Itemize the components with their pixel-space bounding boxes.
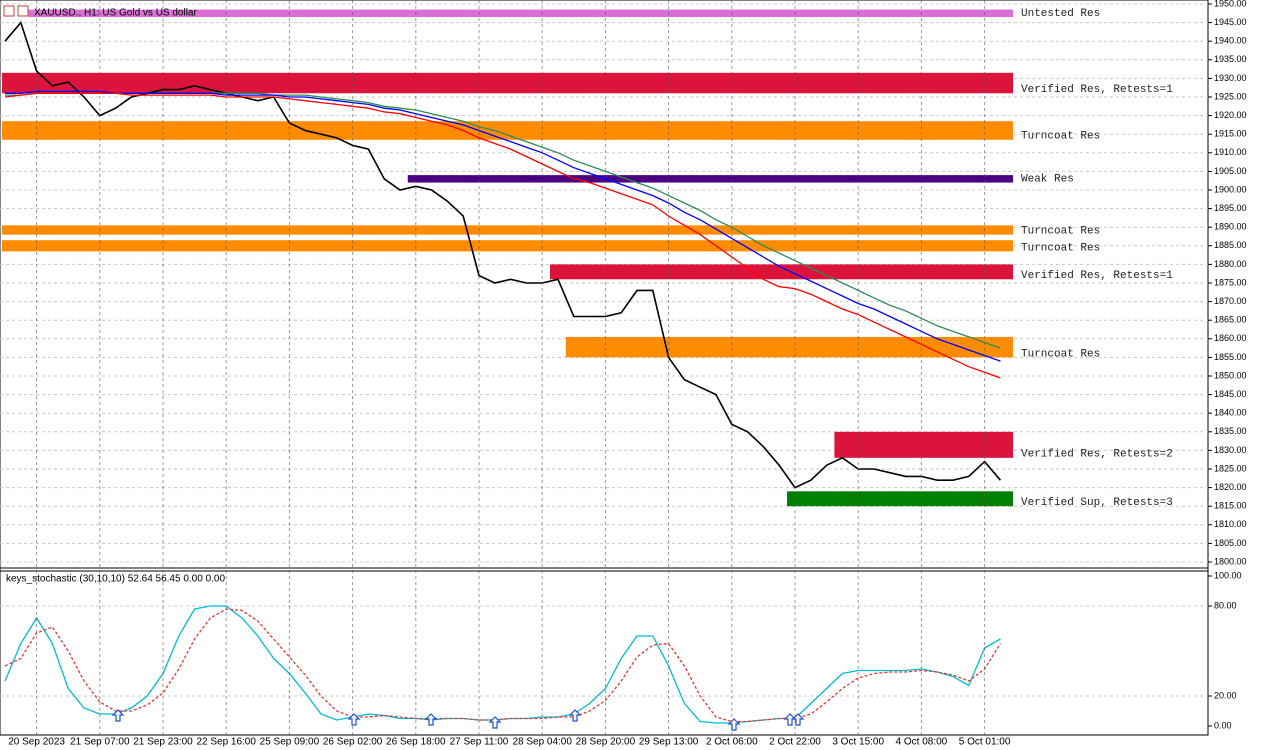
indicator-title: keys_stochastic (30,10,10) 52.64 56.45 0… xyxy=(6,574,225,585)
signal-arrow xyxy=(791,713,805,726)
x-tick-label: 26 Sep 18:00 xyxy=(386,737,446,748)
y-tick-label: 1920.00 xyxy=(1214,110,1247,120)
y-tick-label: 1940.00 xyxy=(1214,36,1247,46)
x-tick-label: 26 Sep 02:00 xyxy=(323,737,383,748)
x-tick-label: 20 Sep 2023 xyxy=(8,737,65,748)
symbol-icon xyxy=(3,5,15,17)
chart-frame xyxy=(0,0,1209,736)
zone xyxy=(787,491,1013,507)
y-tick-label: 100.00 xyxy=(1214,570,1242,580)
series-line xyxy=(4,608,1001,723)
x-tick-label: 2 Oct 06:00 xyxy=(706,737,758,748)
signal-arrow xyxy=(424,713,438,726)
y-tick-label: 1800.00 xyxy=(1214,556,1247,566)
x-tick-label: 25 Sep 09:00 xyxy=(260,737,320,748)
chart-title: XAUUSD., H1: US Gold vs US dollar xyxy=(34,8,197,19)
x-tick-label: 3 Oct 15:00 xyxy=(832,737,884,748)
y-tick-label: 1820.00 xyxy=(1214,482,1247,492)
y-tick-label: 1950.00 xyxy=(1214,0,1247,8)
zone xyxy=(565,336,1013,358)
signal-arrow xyxy=(568,709,582,722)
y-tick-label: 1850.00 xyxy=(1214,370,1247,380)
series-line xyxy=(4,20,1002,489)
y-tick-label: 1870.00 xyxy=(1214,296,1247,306)
zone-label: Turncoat Res xyxy=(1021,226,1100,238)
series-line xyxy=(4,605,1001,724)
zone-label: Verified Res, Retests=1 xyxy=(1021,84,1173,96)
zone xyxy=(407,175,1013,183)
signal-arrow xyxy=(347,713,361,726)
zone-label: Turncoat Res xyxy=(1021,131,1100,143)
y-tick-label: 1935.00 xyxy=(1214,54,1247,64)
x-tick-label: 21 Sep 23:00 xyxy=(133,737,193,748)
zone xyxy=(2,225,1013,235)
y-tick-label: 1875.00 xyxy=(1214,277,1247,287)
y-tick-label: 1945.00 xyxy=(1214,17,1247,27)
x-tick-label: 21 Sep 07:00 xyxy=(70,737,130,748)
y-tick-label: 1915.00 xyxy=(1214,129,1247,139)
y-tick-label: 1810.00 xyxy=(1214,519,1247,529)
y-tick-label: 1900.00 xyxy=(1214,184,1247,194)
zone-label: Verified Res, Retests=1 xyxy=(1021,270,1173,282)
zone xyxy=(28,9,1014,18)
zone xyxy=(2,240,1013,252)
y-tick-label: 1805.00 xyxy=(1214,538,1247,548)
zone-label: Verified Sup, Retests=3 xyxy=(1021,497,1173,509)
signal-arrow xyxy=(111,709,125,722)
zone-label: Weak Res xyxy=(1021,173,1074,185)
x-tick-label: 29 Sep 13:00 xyxy=(639,737,699,748)
y-tick-label: 1825.00 xyxy=(1214,463,1247,473)
x-tick-label: 2 Oct 22:00 xyxy=(769,737,821,748)
y-tick-label: 1835.00 xyxy=(1214,426,1247,436)
y-tick-label: 1860.00 xyxy=(1214,333,1247,343)
y-tick-label: 1885.00 xyxy=(1214,240,1247,250)
y-tick-label: 1925.00 xyxy=(1214,91,1247,101)
y-tick-label: 1830.00 xyxy=(1214,445,1247,455)
symbol-icon xyxy=(17,5,29,17)
zone-label: Turncoat Res xyxy=(1021,348,1100,360)
zone xyxy=(834,431,1013,458)
y-tick-label: 1895.00 xyxy=(1214,203,1247,213)
y-tick-label: 1930.00 xyxy=(1214,73,1247,83)
zone xyxy=(2,72,1013,94)
y-tick-label: 1910.00 xyxy=(1214,147,1247,157)
x-tick-label: 5 Oct 01:00 xyxy=(959,737,1011,748)
x-tick-label: 28 Sep 04:00 xyxy=(512,737,572,748)
y-tick-label: 1865.00 xyxy=(1214,315,1247,325)
zone-label: Turncoat Res xyxy=(1021,242,1100,254)
y-tick-label: 20.00 xyxy=(1214,690,1237,700)
x-tick-label: 27 Sep 11:00 xyxy=(450,737,509,748)
signal-arrow xyxy=(488,716,502,729)
y-tick-label: 1845.00 xyxy=(1214,389,1247,399)
zone-label: Untested Res xyxy=(1021,8,1100,20)
y-tick-label: 1855.00 xyxy=(1214,352,1247,362)
x-tick-label: 4 Oct 08:00 xyxy=(896,737,948,748)
zone-label: Verified Res, Retests=2 xyxy=(1021,449,1173,461)
zone xyxy=(550,264,1013,280)
y-tick-label: 1840.00 xyxy=(1214,408,1247,418)
series-line xyxy=(4,92,1001,379)
y-tick-label: 1815.00 xyxy=(1214,501,1247,511)
y-tick-label: 0.00 xyxy=(1214,720,1232,730)
y-tick-label: 1905.00 xyxy=(1214,166,1247,176)
series-line xyxy=(5,90,1001,362)
y-tick-label: 80.00 xyxy=(1214,600,1237,610)
y-tick-label: 1890.00 xyxy=(1214,222,1247,232)
y-tick-label: 1880.00 xyxy=(1214,259,1247,269)
zone xyxy=(2,121,1013,140)
x-tick-label: 22 Sep 16:00 xyxy=(196,737,256,748)
x-tick-label: 28 Sep 20:00 xyxy=(576,737,636,748)
signal-arrows xyxy=(111,709,805,731)
signal-arrow xyxy=(727,718,741,731)
